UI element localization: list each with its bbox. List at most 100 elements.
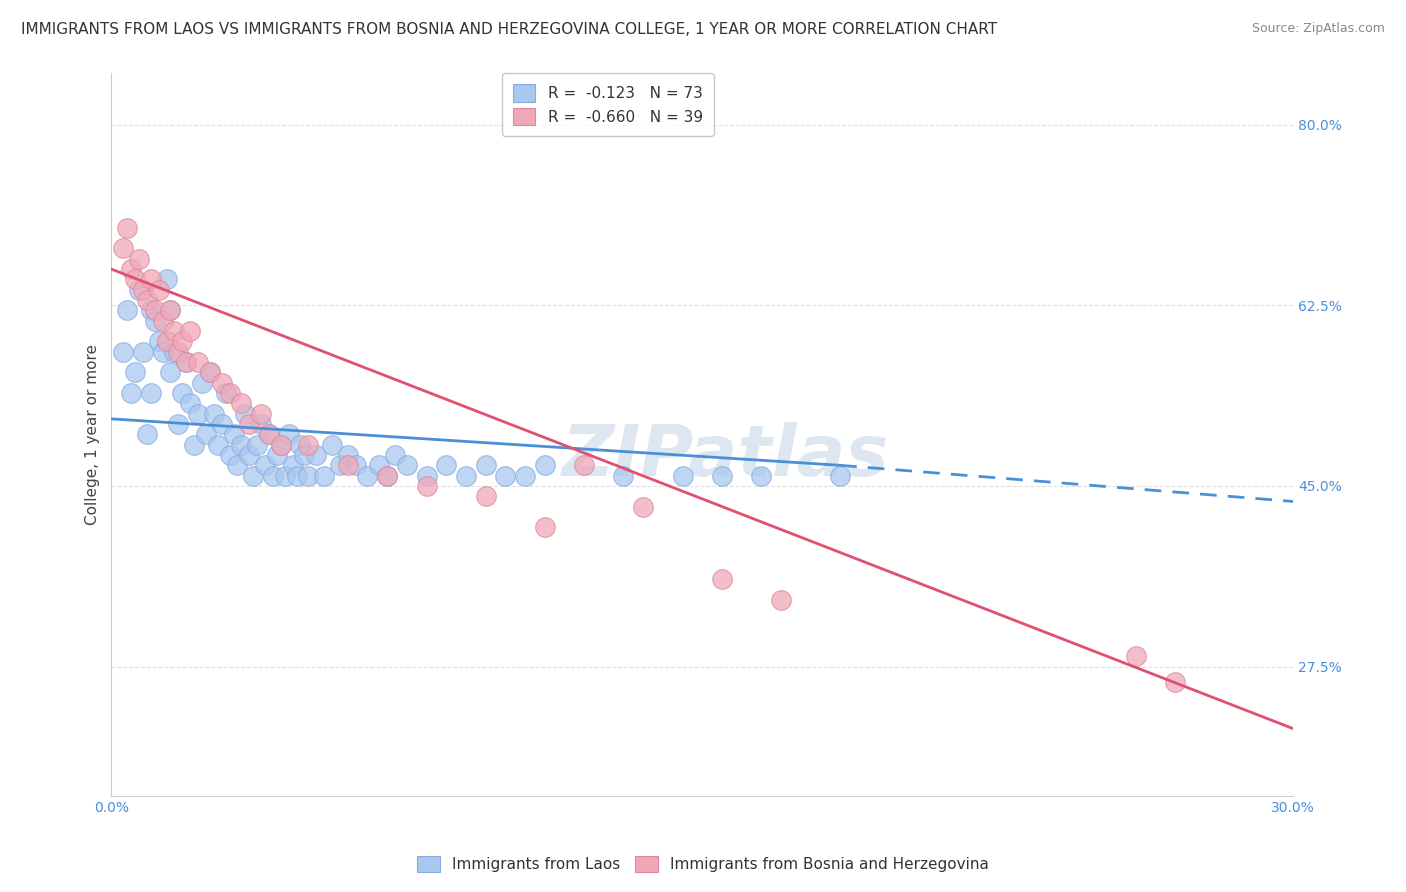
Point (174, 355, 197, 369)
Point (174, 355, 197, 369)
Legend: Immigrants from Laos, Immigrants from Bosnia and Herzegovina: Immigrants from Laos, Immigrants from Bo… (409, 848, 997, 880)
Point (631, 500, 654, 514)
Point (1164, 675, 1187, 690)
Point (454, 468, 477, 483)
Point (218, 386, 240, 401)
Point (159, 303, 181, 318)
Point (336, 448, 359, 462)
Point (135, 427, 157, 442)
Point (368, 458, 391, 473)
Legend: R =  -0.123   N = 73, R =  -0.660   N = 39: R = -0.123 N = 73, R = -0.660 N = 39 (502, 73, 713, 136)
Point (262, 468, 284, 483)
Point (120, 262, 142, 277)
Point (246, 438, 269, 452)
Point (155, 334, 177, 349)
Point (132, 283, 155, 297)
Point (415, 468, 437, 483)
Point (250, 417, 273, 431)
Point (115, 303, 138, 318)
Point (159, 303, 181, 318)
Point (242, 468, 264, 483)
Point (179, 396, 201, 410)
Point (474, 458, 496, 473)
Point (120, 386, 142, 401)
Point (159, 365, 181, 379)
Point (250, 407, 273, 421)
Point (183, 438, 205, 452)
Point (233, 407, 256, 421)
Point (257, 427, 280, 442)
Point (112, 344, 135, 359)
Point (533, 458, 555, 473)
Point (572, 458, 595, 473)
Point (305, 448, 328, 462)
Point (148, 334, 170, 349)
Point (281, 458, 304, 473)
Text: ZIPatlas: ZIPatlas (562, 422, 890, 491)
Point (749, 468, 772, 483)
Point (167, 344, 190, 359)
Point (179, 324, 201, 338)
Point (612, 468, 634, 483)
Point (266, 448, 288, 462)
Point (211, 417, 233, 431)
Point (238, 448, 260, 462)
Point (187, 355, 209, 369)
Point (415, 479, 437, 493)
Point (172, 386, 194, 401)
Point (329, 458, 352, 473)
Point (194, 427, 217, 442)
Point (238, 417, 260, 431)
Point (321, 438, 343, 452)
Point (270, 438, 292, 452)
Point (198, 365, 221, 379)
Point (384, 448, 406, 462)
Point (143, 303, 166, 318)
Point (1125, 649, 1147, 664)
Point (124, 365, 146, 379)
Point (474, 489, 496, 503)
Point (124, 272, 146, 286)
Point (395, 458, 418, 473)
Point (139, 272, 162, 286)
Point (139, 386, 162, 401)
Point (375, 468, 398, 483)
Point (356, 468, 378, 483)
Point (187, 407, 209, 421)
Point (297, 468, 319, 483)
Point (710, 572, 733, 586)
Point (226, 458, 249, 473)
Point (218, 448, 240, 462)
Point (274, 468, 297, 483)
Point (155, 272, 177, 286)
Point (167, 417, 190, 431)
Point (163, 324, 186, 338)
Point (513, 468, 536, 483)
Point (143, 314, 166, 328)
Point (344, 458, 367, 473)
Point (172, 334, 194, 349)
Point (769, 592, 792, 607)
Point (253, 458, 276, 473)
Point (231, 396, 253, 410)
Text: IMMIGRANTS FROM LAOS VS IMMIGRANTS FROM BOSNIA AND HERZEGOVINA COLLEGE, 1 YEAR O: IMMIGRANTS FROM LAOS VS IMMIGRANTS FROM … (21, 22, 997, 37)
Point (434, 458, 457, 473)
Point (336, 458, 359, 473)
Point (202, 407, 225, 421)
Point (222, 427, 245, 442)
Point (152, 314, 174, 328)
Point (135, 293, 157, 307)
Point (207, 438, 229, 452)
Text: Source: ZipAtlas.com: Source: ZipAtlas.com (1251, 22, 1385, 36)
Point (198, 365, 221, 379)
Point (830, 468, 852, 483)
Point (112, 242, 135, 256)
Y-axis label: College, 1 year or more: College, 1 year or more (86, 343, 100, 524)
Point (257, 427, 280, 442)
Point (710, 468, 733, 483)
Point (277, 427, 299, 442)
Point (211, 376, 233, 390)
Point (163, 344, 186, 359)
Point (128, 252, 150, 266)
Point (115, 220, 138, 235)
